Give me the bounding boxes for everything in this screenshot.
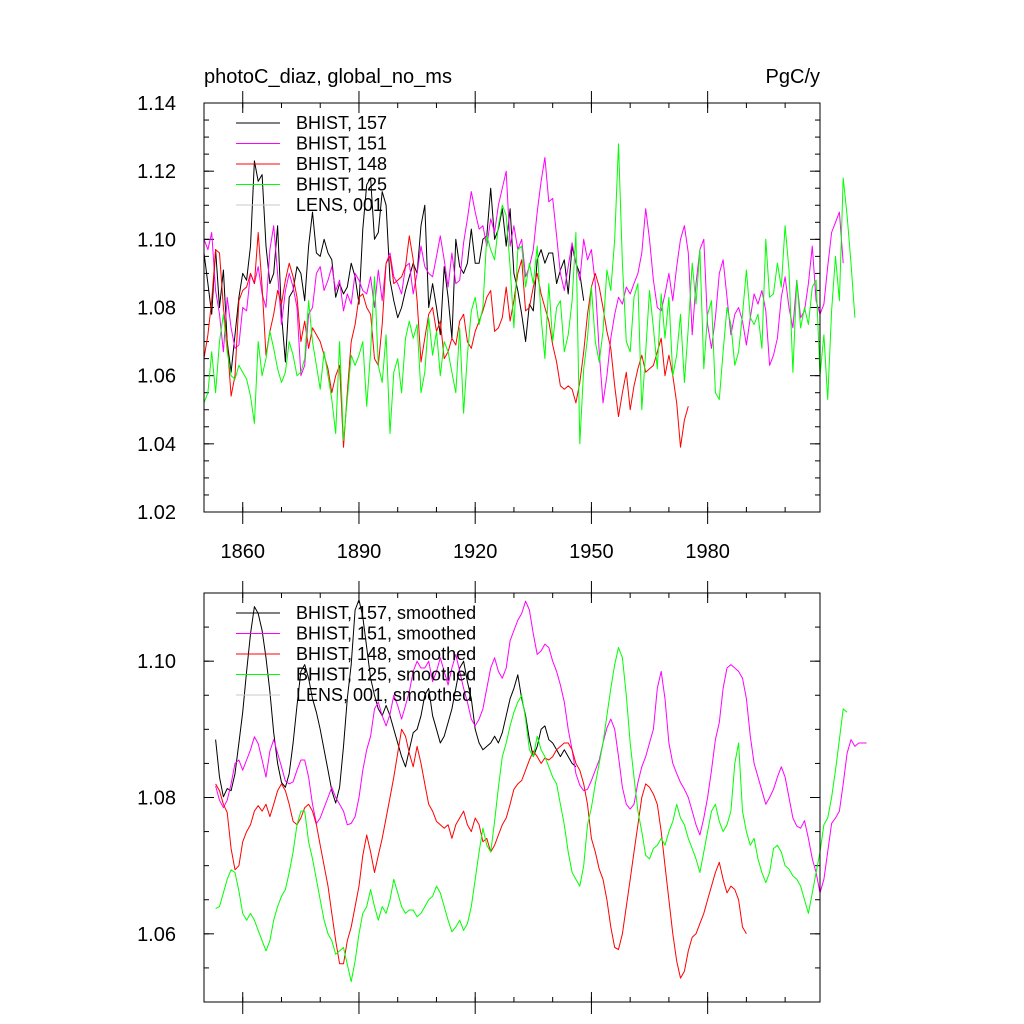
top-x-tick-label: 1950 bbox=[569, 541, 614, 563]
bottom-series bbox=[215, 599, 867, 983]
series-line-bhist-125-smoothed bbox=[215, 647, 848, 983]
top-x-tick-label: 1980 bbox=[685, 541, 730, 563]
bottom-y-tick-labels: 1.06 1.08 1.10 bbox=[137, 651, 176, 946]
bottom-legend-label: BHIST, 151, smoothed bbox=[296, 624, 476, 644]
top-y-tick-label: 1.08 bbox=[137, 298, 176, 320]
top-plot-frame bbox=[203, 102, 821, 513]
bottom-y-tick-label: 1.08 bbox=[137, 788, 176, 810]
series-line-bhist-125 bbox=[203, 143, 856, 445]
bottom-y-tick-label: 1.06 bbox=[137, 924, 176, 946]
series-line-bhist-148-smoothed bbox=[215, 728, 747, 979]
top-y-tick-label: 1.02 bbox=[137, 502, 176, 524]
top-x-tick-label: 1920 bbox=[453, 541, 498, 563]
bottom-legend-label: BHIST, 125, smoothed bbox=[296, 665, 476, 685]
bottom-plot-frame bbox=[203, 592, 821, 1003]
bottom-legend-label: BHIST, 148, smoothed bbox=[296, 644, 476, 664]
series-line-bhist-148 bbox=[203, 232, 689, 448]
top-x-tick-labels: 1860 1890 1920 1950 1980 bbox=[220, 541, 729, 563]
top-legend-label: BHIST, 125 bbox=[296, 175, 387, 195]
top-title-right: PgC/y bbox=[766, 66, 820, 88]
top-legend-label: BHIST, 148 bbox=[296, 154, 387, 174]
bottom-panel: 1.061.081.10 BHIST, 157, smoothedBHIST, … bbox=[137, 581, 867, 1014]
top-series bbox=[203, 143, 856, 448]
top-legend-label: BHIST, 151 bbox=[296, 134, 387, 154]
top-y-tick-label: 1.04 bbox=[137, 434, 176, 456]
series-line-bhist-151-smoothed bbox=[215, 600, 867, 894]
top-y-tick-label: 1.10 bbox=[137, 229, 176, 251]
bottom-y-tick-label: 1.10 bbox=[137, 651, 176, 673]
bottom-legend-label: LENS, 001, smoothed bbox=[296, 685, 472, 705]
top-x-tick-label: 1860 bbox=[220, 541, 265, 563]
series-line-bhist-157 bbox=[203, 160, 585, 373]
top-y-tick-label: 1.14 bbox=[137, 93, 176, 115]
top-legend-label: BHIST, 157 bbox=[296, 113, 387, 133]
bottom-ticks bbox=[203, 581, 820, 1014]
series-line-bhist-151 bbox=[203, 157, 844, 404]
top-panel: photoC_diaz, global_no_ms PgC/y 1.02 1.04… bbox=[137, 66, 856, 563]
top-y-tick-label: 1.06 bbox=[137, 366, 176, 388]
top-x-tick-label: 1890 bbox=[337, 541, 382, 563]
bottom-legend-label: BHIST, 157, smoothed bbox=[296, 603, 476, 623]
top-legend-label: LENS, 001 bbox=[296, 195, 383, 215]
top-title-left: photoC_diaz, global_no_ms bbox=[204, 66, 452, 88]
top-y-tick-label: 1.12 bbox=[137, 161, 176, 183]
top-y-tick-labels: 1.02 1.04 1.06 1.08 1.10 1.12 1.14 bbox=[137, 93, 176, 524]
